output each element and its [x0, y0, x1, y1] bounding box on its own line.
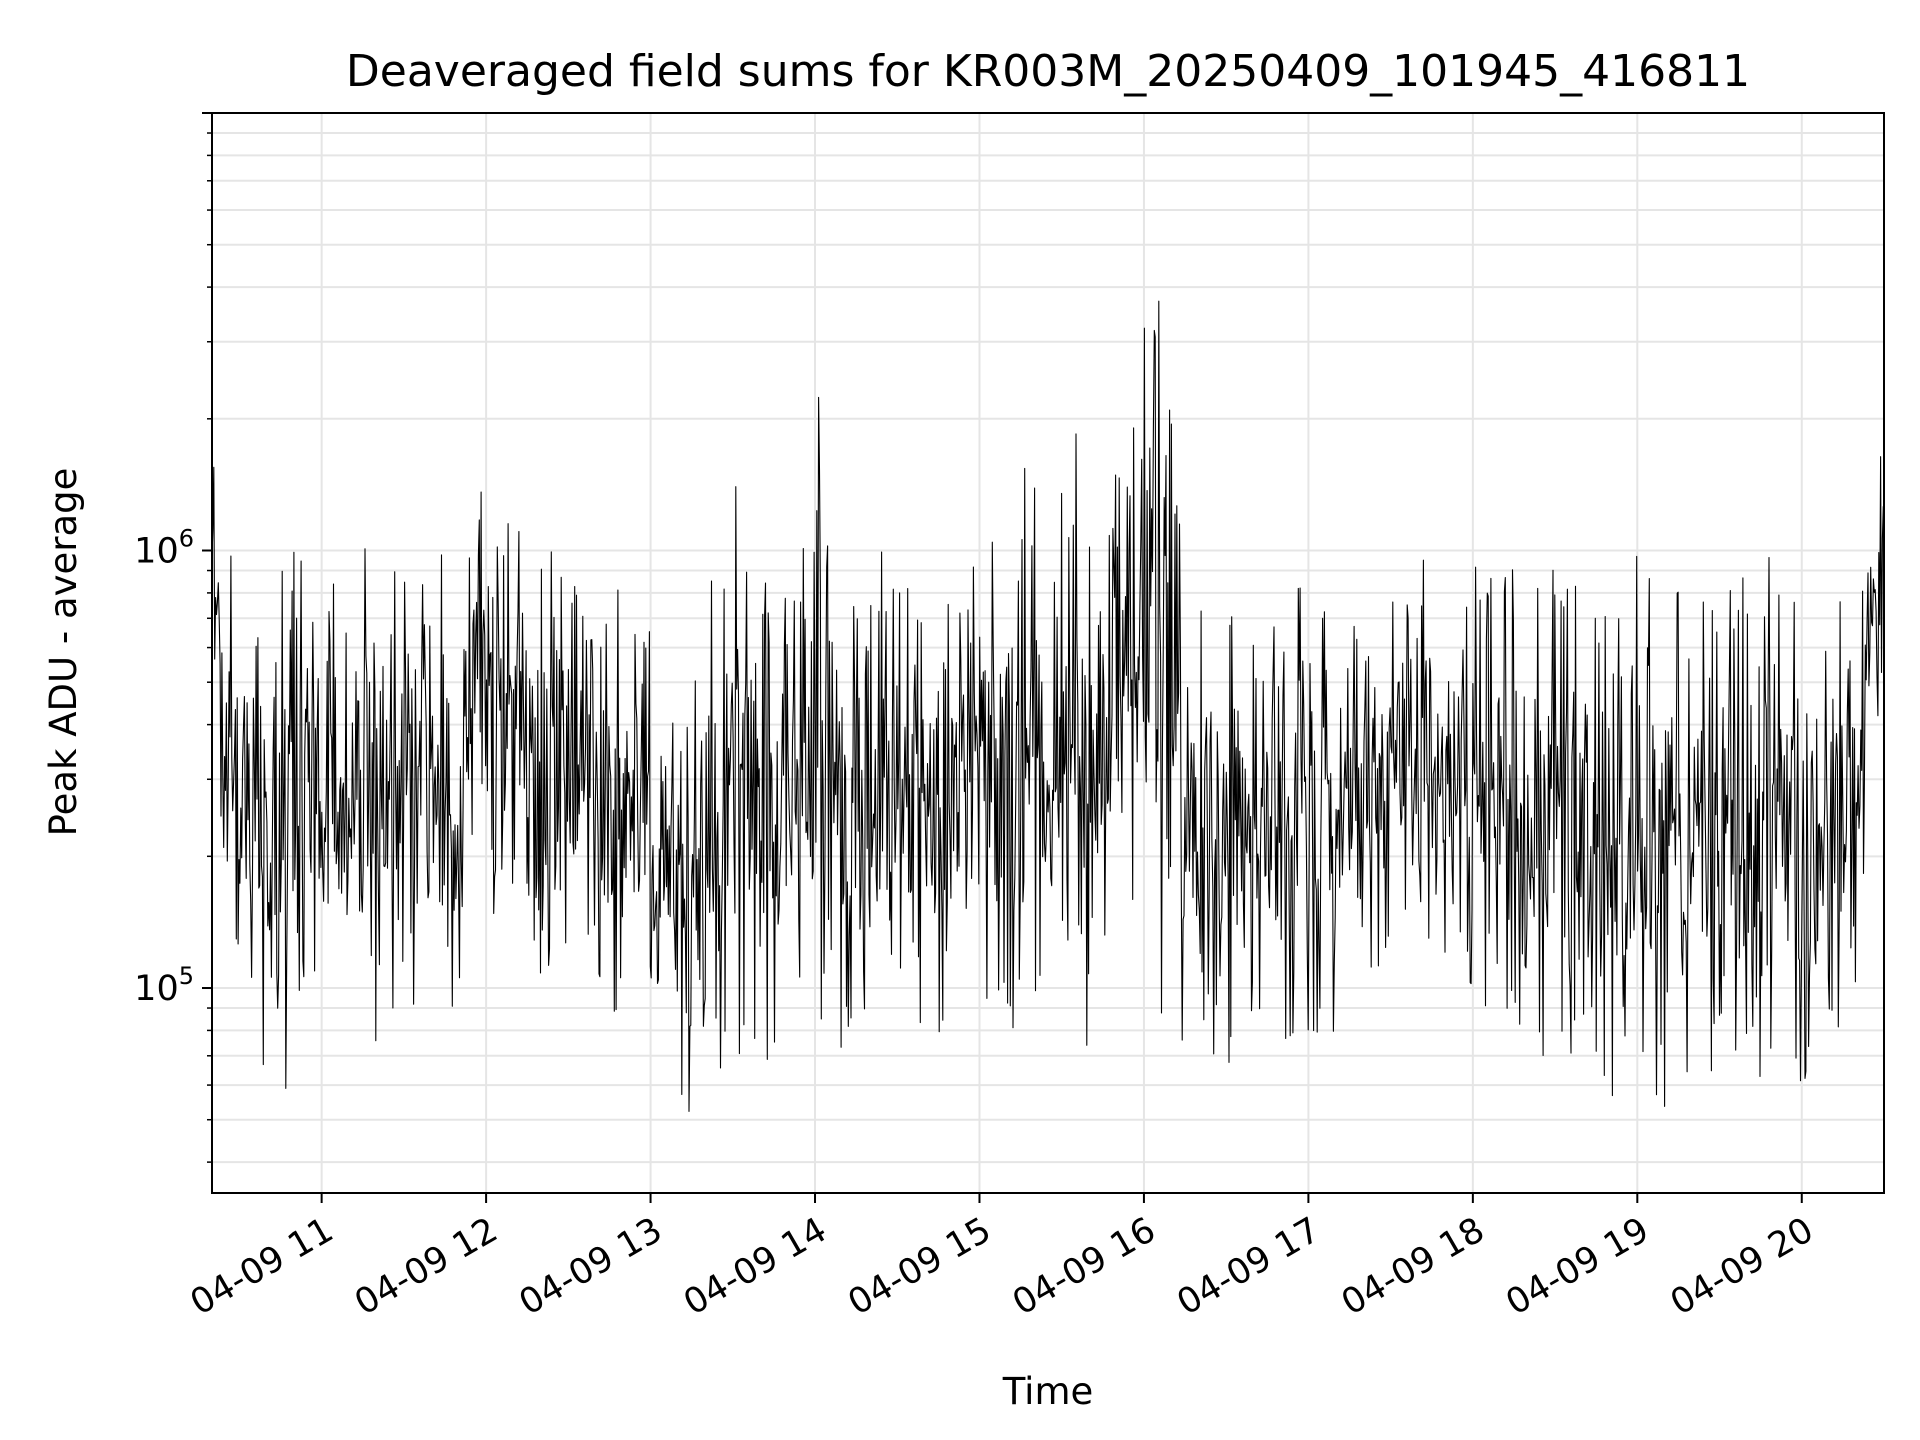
y-tick-label: 106 — [134, 525, 194, 572]
series-line — [211, 300, 1884, 1112]
data-layer — [211, 300, 1884, 1112]
plot-frame — [211, 112, 1885, 1194]
y-tick-label: 105 — [134, 962, 194, 1009]
y-tick-base: 10 — [134, 969, 179, 1009]
y-tick-exponent: 5 — [179, 962, 194, 990]
y-tick-base: 10 — [134, 532, 179, 572]
chart-title: Deaveraged field sums for KR003M_2025040… — [346, 46, 1750, 97]
y-axis-label: Peak ADU - average — [42, 468, 85, 837]
x-axis-label: Time — [1002, 1370, 1094, 1413]
y-tick-exponent: 6 — [179, 525, 194, 553]
